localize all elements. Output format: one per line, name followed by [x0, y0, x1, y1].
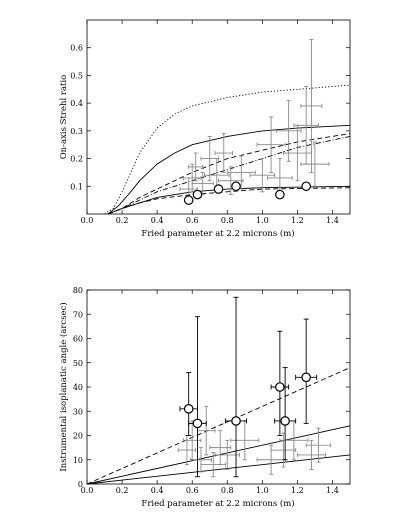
isoplanatic-x-tick-label: 0.6	[186, 486, 199, 495]
strehl-curves	[104, 84, 351, 215]
isoplanatic-y-tick-label: 0	[78, 480, 83, 489]
strehl-model-curve	[104, 84, 351, 215]
strehl-gray-data-point	[300, 38, 323, 173]
isoplanatic-y-tick-label: 20	[73, 432, 83, 441]
strehl-gray-data-point	[182, 163, 202, 193]
isoplanatic-circle-data-point	[270, 330, 290, 436]
isoplanatic-x-tick-label: 1.4	[326, 486, 339, 495]
strehl-plot-frame	[86, 19, 351, 215]
isoplanatic-gray-data-point	[230, 420, 260, 461]
strehl-gray-data-point	[191, 171, 214, 196]
strehl-x-tick-label: 1.0	[256, 216, 269, 225]
isoplanatic-gray-data-point	[189, 447, 212, 473]
strehl-gray-data-point	[188, 152, 204, 182]
strehl-x-ticks: 0.0 0.2 0.4 0.6 0.8 1.0 1.2 1.4	[81, 20, 339, 225]
strehl-circle-data-point	[275, 189, 285, 200]
isoplanatic-y-tick-label: 30	[73, 407, 83, 416]
isoplanatic-x-tick-label: 1.0	[256, 486, 269, 495]
strehl-y-tick-label: 0.4	[70, 99, 83, 108]
isoplanatic-circle-data-point	[274, 367, 297, 461]
strehl-x-tick-label: 0.6	[186, 216, 199, 225]
strehl-gray-data-point	[226, 155, 256, 190]
isoplanatic-gray-data-point	[305, 427, 332, 463]
isoplanatic-circle-data-point	[188, 316, 207, 478]
strehl-x-tick-label: 0.0	[81, 216, 94, 225]
isoplanatic-y-tick-label: 80	[73, 286, 83, 295]
strehl-model-curve	[107, 124, 351, 215]
strehl-circle-data-point	[213, 184, 224, 194]
strehl-gray-points	[179, 38, 330, 201]
isoplanatic-circle-data-point	[225, 296, 248, 478]
strehl-ratio-panel: 0.0 0.2 0.4 0.6 0.8 1.0 1.2 1.4 0.1 0.2 0.3 0.4 0.5…	[59, 19, 351, 239]
strehl-circle-data-point	[183, 195, 194, 205]
strehl-gray-data-point	[282, 124, 312, 182]
strehl-y-tick-label: 0.1	[70, 182, 83, 191]
isoplanatic-circle-data-point	[179, 372, 198, 436]
strehl-gray-data-point	[218, 166, 244, 196]
strehl-circle-data-point	[301, 181, 311, 192]
strehl-x-tick-label: 0.4	[151, 216, 164, 225]
strehl-gray-data-point	[300, 141, 330, 187]
isoplanatic-y-tick-label: 40	[73, 383, 83, 392]
strehl-circle-points	[183, 181, 311, 205]
strehl-gray-data-point	[214, 133, 233, 173]
strehl-circle-data-point	[192, 189, 203, 200]
strehl-x-tick-label: 1.4	[326, 216, 339, 225]
strehl-model-curve	[107, 185, 351, 215]
isoplanatic-x-tick-label: 0.8	[221, 486, 234, 495]
strehl-y-tick-label: 0.5	[70, 71, 83, 80]
isoplanatic-x-axis-label: Fried parameter at 2.2 microns (m)	[141, 498, 294, 509]
strehl-x-axis-label: Fried parameter at 2.2 microns (m)	[141, 228, 294, 239]
strehl-x-tick-label: 1.2	[291, 216, 304, 225]
strehl-y-ticks: 0.1 0.2 0.3 0.4 0.5 0.6	[70, 44, 350, 191]
isoplanatic-circle-points	[179, 296, 318, 478]
isoplanatic-model-curve	[86, 454, 351, 485]
isoplanatic-model-curve	[86, 367, 351, 485]
strehl-gray-data-point	[249, 158, 276, 193]
isoplanatic-y-tick-label: 10	[73, 456, 83, 465]
strehl-x-tick-label: 0.8	[221, 216, 234, 225]
isoplanatic-angle-panel: 0.0 0.2 0.4 0.6 0.8 1.0 1.2 1.4 0 10 20 30 40 50 60 70…	[58, 286, 351, 509]
isoplanatic-x-tick-label: 0.0	[81, 486, 94, 495]
strehl-model-curve	[107, 187, 351, 215]
isoplanatic-x-tick-label: 0.4	[151, 486, 164, 495]
strehl-y-tick-label: 0.2	[70, 155, 83, 164]
isoplanatic-circle-data-point	[295, 318, 318, 424]
isoplanatic-x-ticks: 0.0 0.2 0.4 0.6 0.8 1.0 1.2 1.4	[81, 290, 339, 495]
isoplanatic-gray-data-point	[279, 420, 309, 461]
isoplanatic-x-tick-label: 0.2	[116, 486, 129, 495]
isoplanatic-gray-data-point	[296, 439, 326, 470]
isoplanatic-y-tick-label: 50	[73, 359, 83, 368]
isoplanatic-gray-points	[177, 405, 332, 478]
strehl-y-tick-label: 0.3	[70, 127, 83, 136]
strehl-y-axis-label: On-axis Strehl ratio	[59, 75, 69, 160]
strehl-x-tick-label: 0.2	[116, 216, 129, 225]
strehl-circle-data-point	[231, 181, 241, 192]
isoplanatic-y-axis-label: Instrumental isoplanatic angle (arcsec)	[58, 302, 69, 471]
isoplanatic-gray-data-point	[270, 432, 297, 468]
strehl-gray-data-point	[275, 99, 302, 162]
isoplanatic-y-tick-label: 60	[73, 335, 83, 344]
isoplanatic-y-tick-label: 70	[73, 310, 83, 319]
isoplanatic-curves	[86, 367, 351, 485]
isoplanatic-gray-data-point	[214, 439, 240, 470]
isoplanatic-y-ticks: 0 10 20 30 40 50 60 70 80	[73, 286, 350, 489]
strehl-y-tick-label: 0.6	[70, 44, 83, 53]
strehl-gray-data-point	[256, 116, 286, 173]
isoplanatic-x-tick-label: 1.2	[291, 486, 304, 495]
